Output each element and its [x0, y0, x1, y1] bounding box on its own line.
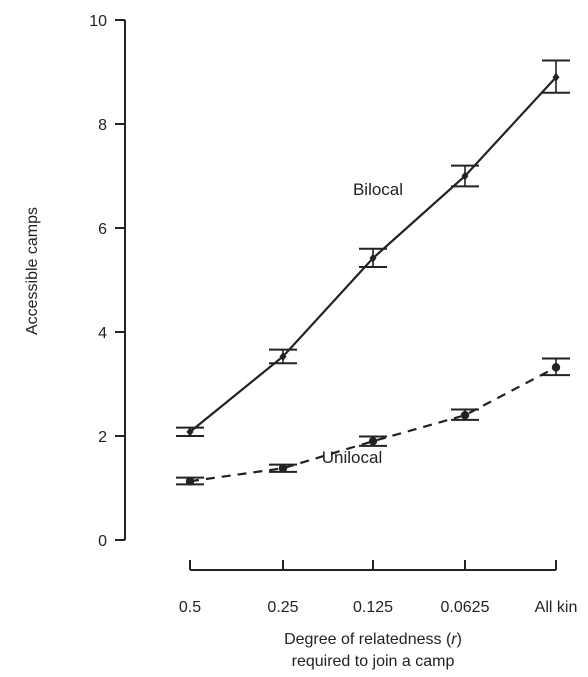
- x-axis-title-variable: r: [451, 631, 457, 648]
- x-axis-title-line1: Degree of relatedness (r): [284, 631, 462, 648]
- x-tick-label: 0.125: [353, 599, 393, 616]
- x-ticks: 0.5 0.25 0.125 0.0625 All kin: [179, 560, 577, 616]
- data-point: [460, 411, 470, 420]
- series-unilocal: Unilocal: [176, 357, 570, 486]
- y-tick-label: 10: [89, 13, 107, 30]
- y-ticks: 0 2 4 6 8 10: [89, 13, 125, 550]
- x-axis-title-close: ): [457, 631, 462, 648]
- series-label: Unilocal: [322, 448, 382, 467]
- data-point: [551, 363, 561, 372]
- x-tick-label: 0.0625: [441, 599, 490, 616]
- data-point: [186, 427, 194, 437]
- y-axis-title: Accessible camps: [24, 207, 41, 335]
- x-axis-title-text: Degree of relatedness (: [284, 631, 452, 648]
- data-point: [185, 477, 195, 486]
- y-tick-label: 0: [98, 533, 107, 550]
- y-tick-label: 2: [98, 429, 107, 446]
- x-tick-label: 0.25: [267, 599, 298, 616]
- x-tick-label: All kin: [535, 599, 578, 616]
- data-point: [369, 253, 377, 263]
- series-bilocal: Bilocal: [176, 59, 570, 437]
- data-point: [461, 171, 469, 181]
- y-tick-label: 4: [98, 325, 107, 342]
- x-axis-title-line2: required to join a camp: [292, 653, 455, 670]
- y-tick-label: 8: [98, 117, 107, 134]
- series-label: Bilocal: [353, 180, 403, 199]
- data-point: [552, 72, 560, 82]
- series-layer: Bilocal Unilocal: [176, 59, 570, 486]
- data-point: [278, 464, 288, 473]
- data-point: [368, 437, 378, 446]
- x-tick-label: 0.5: [179, 599, 201, 616]
- data-point: [279, 351, 287, 361]
- y-tick-label: 6: [98, 221, 107, 238]
